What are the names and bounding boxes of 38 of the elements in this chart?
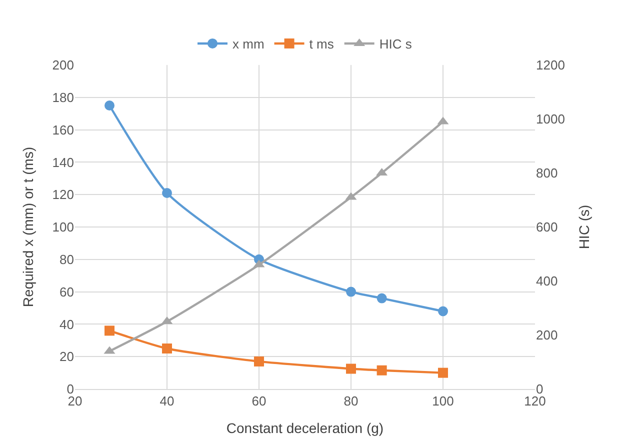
point bbox=[376, 365, 387, 376]
legend-label: t ms bbox=[309, 36, 334, 52]
point bbox=[162, 188, 172, 198]
point bbox=[346, 364, 356, 374]
y-tick-label: 120 bbox=[52, 187, 74, 202]
x-tick-label: 40 bbox=[160, 394, 174, 409]
y-tick-label: 200 bbox=[52, 58, 74, 73]
y2-tick-label: 200 bbox=[536, 328, 558, 343]
point bbox=[438, 306, 448, 316]
legend-label: x mm bbox=[232, 36, 264, 52]
x-tick-label: 80 bbox=[344, 394, 358, 409]
y-tick-label: 0 bbox=[66, 382, 74, 397]
y2-tick-label: 1000 bbox=[536, 112, 565, 127]
legend-label: HIC s bbox=[379, 36, 412, 52]
y-tick-label: 160 bbox=[52, 122, 74, 138]
y-tick-label: 40 bbox=[60, 316, 74, 332]
y-tick-label: 20 bbox=[60, 349, 74, 364]
y2-axis-title: HIC (s) bbox=[576, 204, 592, 250]
point bbox=[376, 293, 387, 304]
point bbox=[162, 344, 172, 354]
y-axis-title: Required x (mm) or t (ms) bbox=[20, 146, 36, 308]
y-tick-label: 60 bbox=[60, 284, 74, 300]
x-tick-label: 100 bbox=[432, 394, 454, 409]
y-tick-label: 140 bbox=[52, 154, 74, 170]
point bbox=[104, 100, 114, 110]
y2-tick-label: 1200 bbox=[536, 58, 565, 73]
point bbox=[438, 368, 448, 378]
y2-tick-label: 400 bbox=[536, 274, 558, 289]
point bbox=[254, 356, 264, 366]
x-tick-label: 60 bbox=[252, 394, 266, 409]
y2-tick-label: 600 bbox=[536, 220, 558, 235]
y-tick-label: 180 bbox=[52, 90, 74, 105]
point bbox=[346, 286, 356, 297]
point bbox=[104, 326, 114, 336]
y2-tick-label: 800 bbox=[536, 166, 558, 181]
x-axis-title: Constant deceleration (g) bbox=[226, 420, 384, 436]
y-tick-label: 100 bbox=[52, 220, 74, 235]
y-tick-label: 80 bbox=[60, 252, 74, 267]
